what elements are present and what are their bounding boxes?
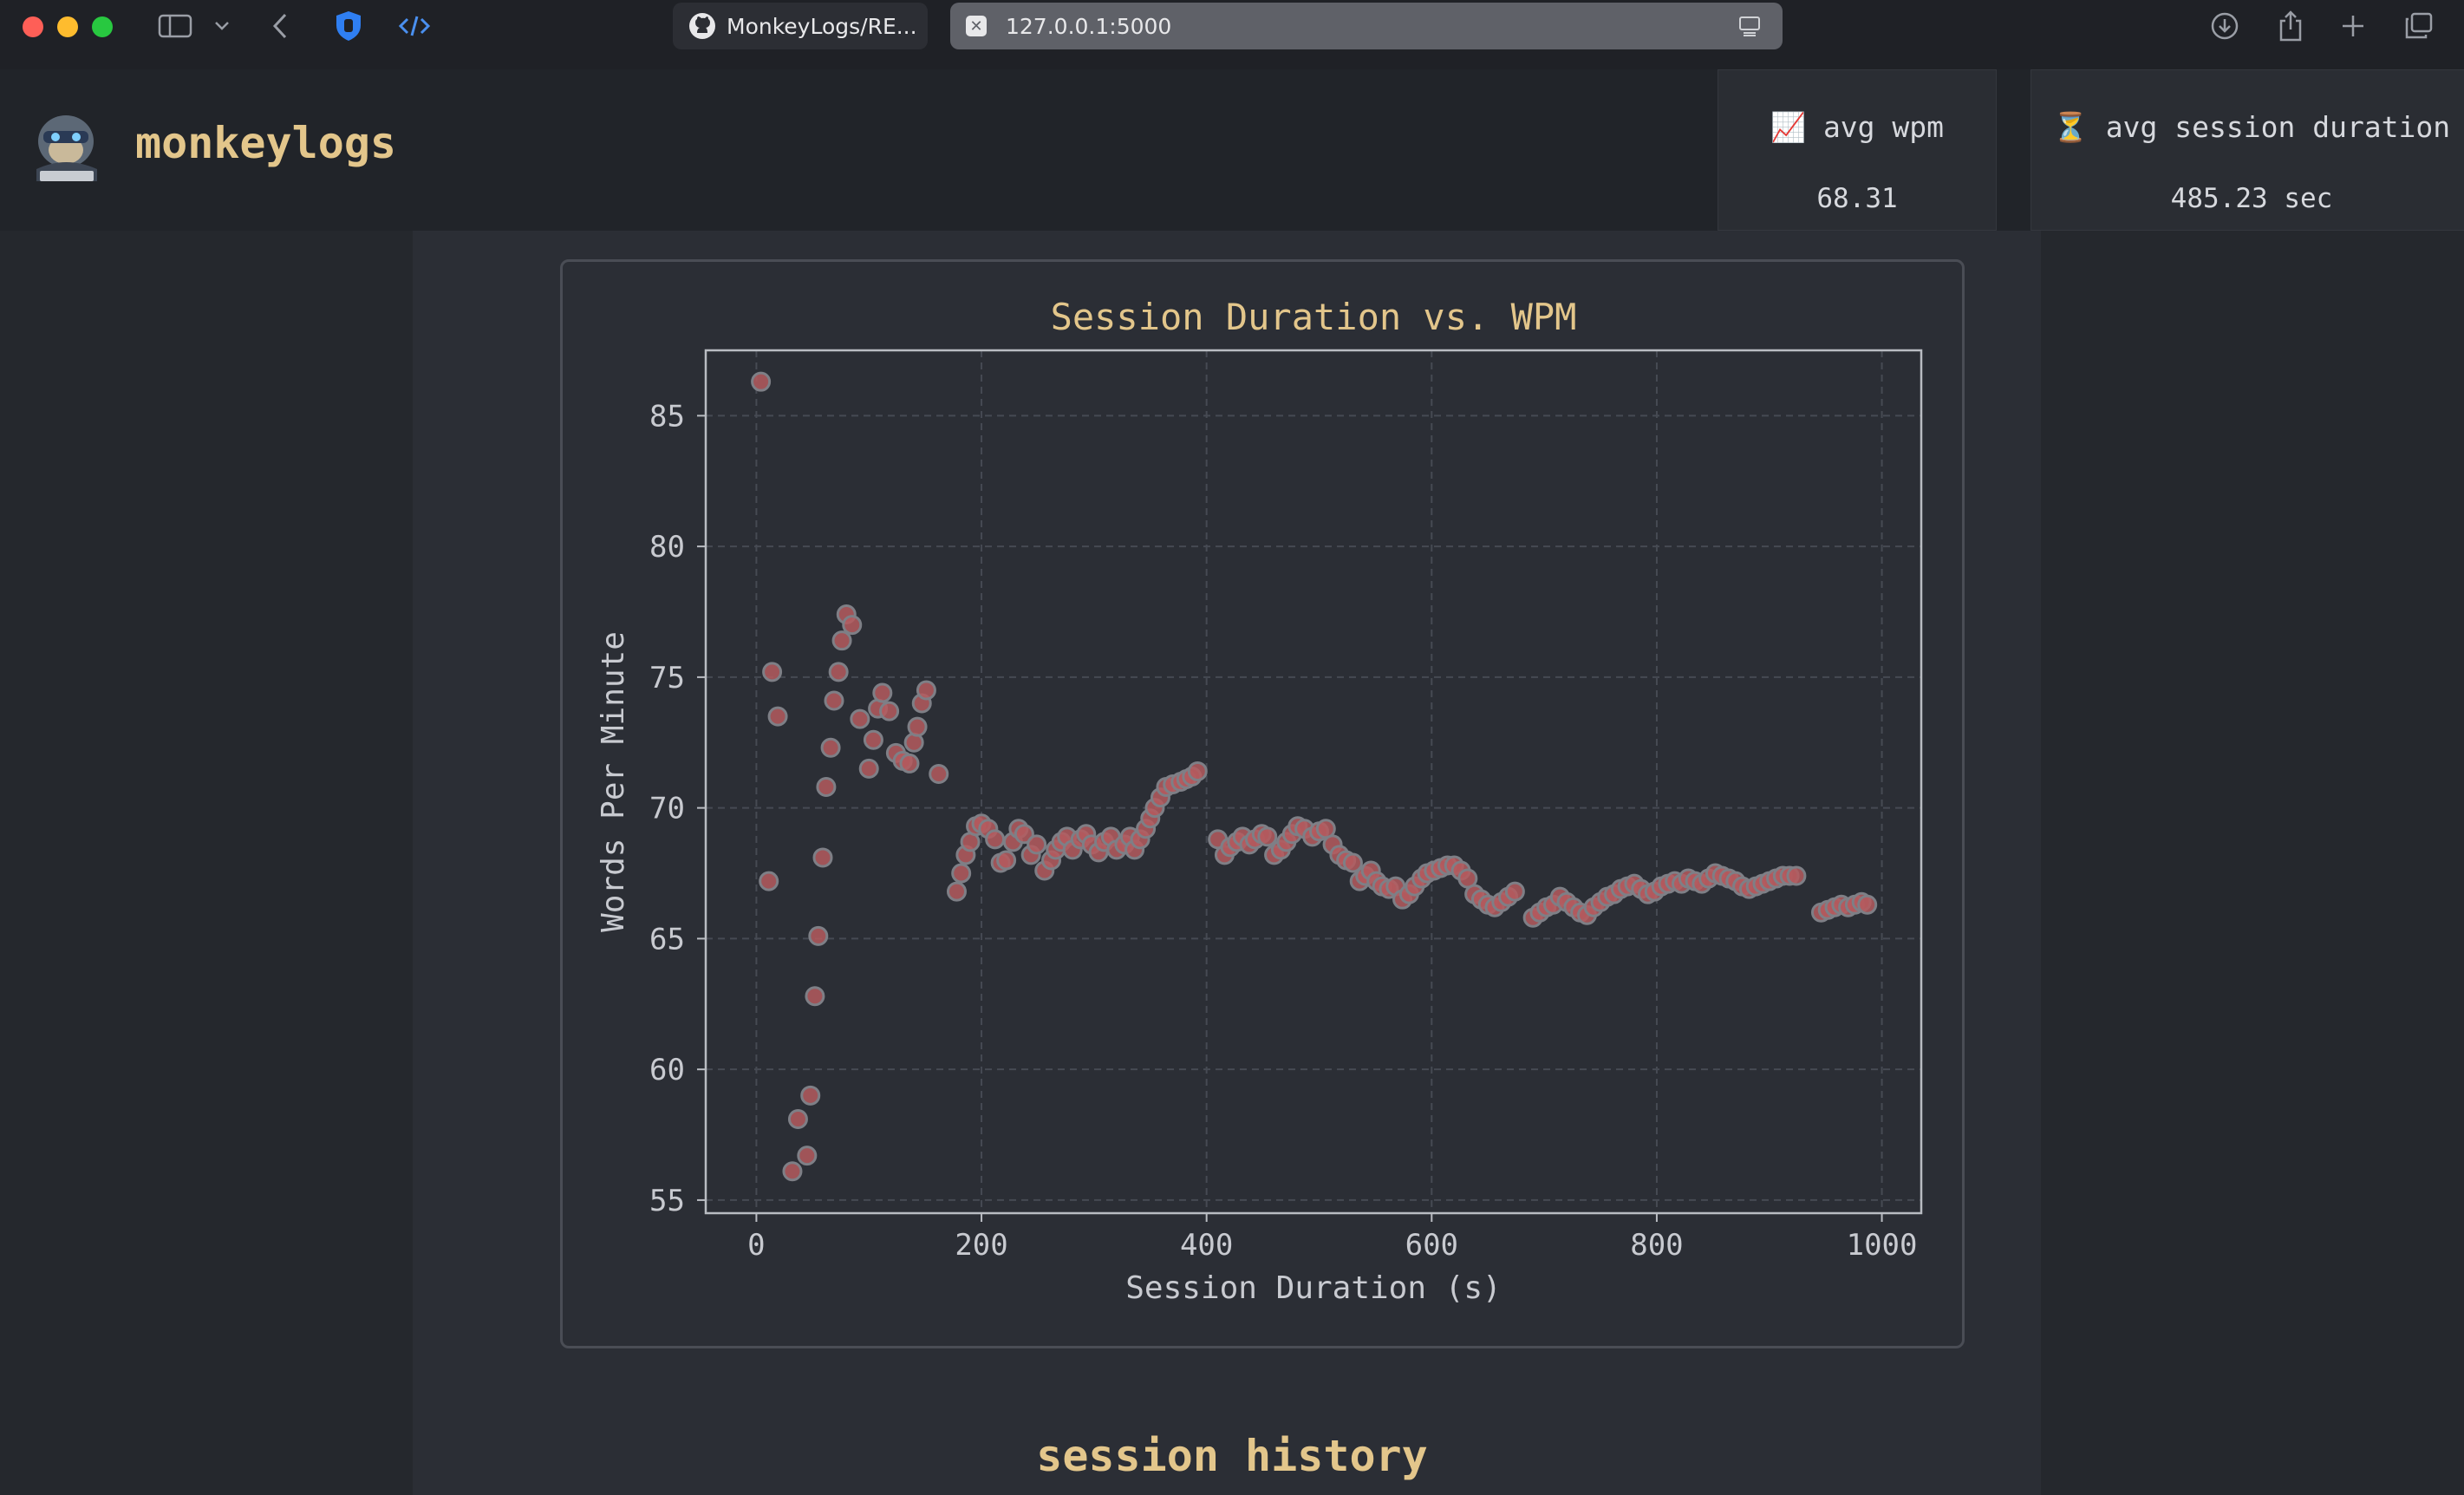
- right-pane: [2041, 231, 2464, 1495]
- data-point: [831, 630, 852, 651]
- data-point: [842, 615, 863, 636]
- chevron-down-icon[interactable]: [212, 9, 232, 43]
- stat-card-avg-session-duration: ⏳ avg session duration 485.23 sec: [2031, 69, 2464, 231]
- y-tick-label: 65: [649, 922, 685, 956]
- data-point: [787, 1108, 808, 1129]
- data-point: [812, 847, 833, 868]
- data-point: [751, 371, 772, 392]
- back-icon[interactable]: [267, 9, 293, 43]
- data-point: [782, 1161, 803, 1182]
- x-tick-label: 400: [1180, 1228, 1233, 1263]
- data-point: [946, 881, 967, 902]
- y-tick-label: 70: [649, 792, 685, 826]
- data-point: [816, 777, 837, 798]
- data-point: [1857, 894, 1878, 915]
- window-minimize-button[interactable]: [57, 16, 78, 37]
- left-pane: [0, 231, 413, 1495]
- y-tick-label: 55: [649, 1184, 685, 1218]
- chart-card: 0 200 400 600 800 1000 55 60 65 70 75 80 85 Session D…: [560, 259, 1965, 1348]
- y-tick-label: 75: [649, 661, 685, 695]
- y-tick-label: 85: [649, 399, 685, 434]
- monkey-logo-icon: [24, 107, 109, 188]
- chart-up-icon: 📈: [1770, 110, 1807, 144]
- plot-frame: [704, 349, 1923, 1215]
- y-tick-label: 80: [649, 530, 685, 565]
- hourglass-icon: ⏳: [2052, 110, 2089, 144]
- data-point: [863, 729, 883, 750]
- data-point: [907, 716, 928, 737]
- x-tick-label: 800: [1630, 1228, 1683, 1263]
- y-tick-label: 60: [649, 1053, 685, 1087]
- browser-toolbar: MonkeyLogs/RE... ✕ 127.0.0.1:5000: [0, 0, 2464, 70]
- data-point: [1504, 881, 1525, 902]
- data-point: [797, 1146, 818, 1166]
- stat-label: avg wpm: [1822, 110, 1945, 144]
- data-point: [1786, 865, 1807, 886]
- downloads-icon[interactable]: [2207, 9, 2242, 43]
- data-point: [808, 925, 829, 946]
- stat-value: 68.31: [1816, 183, 1898, 214]
- window-zoom-button[interactable]: [92, 16, 113, 37]
- new-tab-icon[interactable]: [2337, 9, 2369, 43]
- data-point: [800, 1085, 821, 1106]
- data-point: [858, 758, 879, 779]
- data-point: [996, 850, 1017, 871]
- data-point: [872, 682, 893, 703]
- data-point: [820, 737, 841, 758]
- x-tick-label: 0: [747, 1228, 765, 1263]
- data-point: [762, 662, 783, 682]
- section-title: session history: [1036, 1431, 1428, 1481]
- data-point: [903, 732, 924, 753]
- data-point: [879, 701, 900, 721]
- github-icon: [689, 13, 715, 39]
- data-point: [1027, 834, 1047, 855]
- tab-overview-icon[interactable]: [2402, 9, 2436, 43]
- data-point: [985, 829, 1006, 850]
- stat-card-avg-wpm: 📈 avg wpm 68.31: [1718, 69, 1997, 231]
- data-point: [916, 680, 936, 701]
- devtools-code-icon[interactable]: [397, 9, 432, 43]
- close-tab-icon[interactable]: ✕: [966, 16, 987, 36]
- app-brand[interactable]: monkeylogs: [135, 118, 397, 168]
- tab-label: MonkeyLogs/RE...: [727, 13, 917, 39]
- data-point: [1187, 761, 1208, 781]
- data-point: [1342, 852, 1363, 873]
- x-tick-label: 200: [955, 1228, 1007, 1263]
- data-point: [1014, 824, 1034, 845]
- tab-github[interactable]: MonkeyLogs/RE...: [673, 3, 928, 49]
- window-close-button[interactable]: [23, 16, 43, 37]
- data-point: [850, 708, 870, 729]
- scatter-chart: 0 200 400 600 800 1000 55 60 65 70 75 80 85 Session D…: [596, 296, 1923, 1306]
- data-point: [824, 690, 844, 711]
- tab-label: 127.0.0.1:5000: [1006, 13, 1172, 39]
- data-point: [759, 871, 779, 891]
- share-icon[interactable]: [2273, 9, 2308, 43]
- data-point: [805, 986, 825, 1007]
- reader-mode-icon[interactable]: [1737, 14, 1762, 38]
- stat-label: avg session duration: [2105, 110, 2451, 144]
- x-tick-label: 1000: [1847, 1228, 1918, 1263]
- data-point: [1257, 826, 1278, 847]
- x-tick-label: 600: [1405, 1228, 1458, 1263]
- privacy-shield-icon[interactable]: [331, 9, 366, 43]
- data-point: [951, 863, 972, 884]
- chart-title: Session Duration vs. WPM: [1051, 296, 1577, 338]
- stat-value: 485.23 sec: [2170, 183, 2333, 214]
- data-point: [828, 662, 849, 682]
- x-axis-label: Session Duration (s): [1125, 1270, 1501, 1306]
- data-point: [929, 763, 949, 784]
- y-axis-label: Words Per Minute: [596, 631, 631, 932]
- sidebar-toggle-icon[interactable]: [156, 9, 194, 43]
- tab-localhost[interactable]: ✕ 127.0.0.1:5000: [950, 3, 1783, 49]
- data-point: [899, 753, 920, 774]
- data-point: [767, 706, 788, 727]
